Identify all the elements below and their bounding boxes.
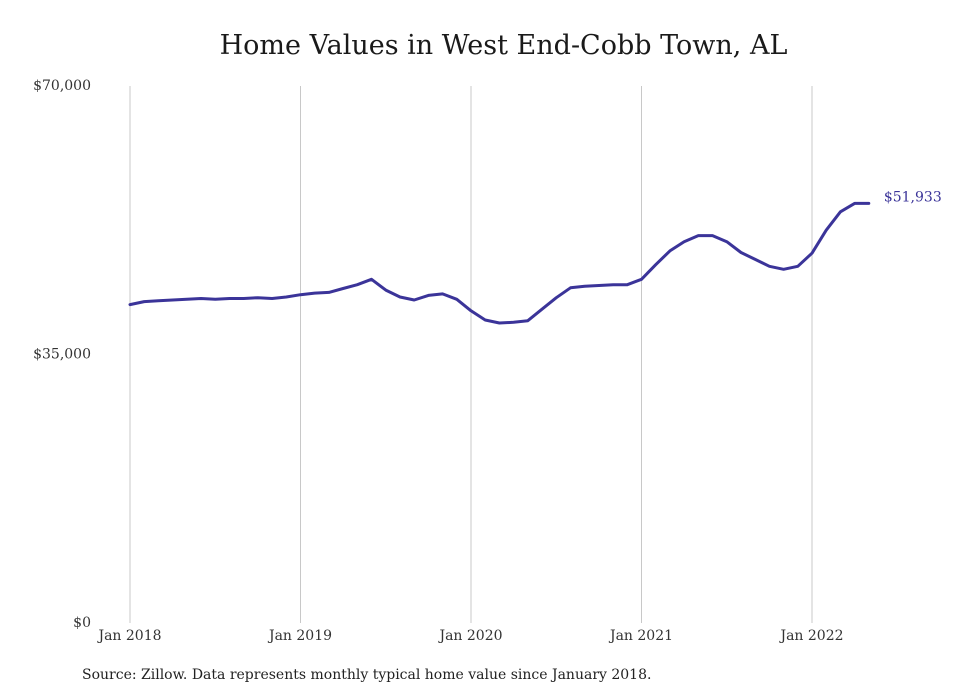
y-tick-label: $35,000 [33,347,91,363]
y-tick-label: $0 [73,615,91,631]
series-line [128,201,871,325]
chart-title: Home Values in West End-Cobb Town, AL [219,30,788,61]
y-axis: $70,000 $35,000 $0 [33,78,91,631]
source-note: Source: Zillow. Data represents monthly … [82,667,652,683]
x-tick-label: Jan 2022 [778,628,843,644]
x-tick-label: Jan 2018 [96,628,161,644]
x-tick-label: Jan 2021 [608,628,673,644]
series: $51,933 [128,189,942,325]
y-tick-label: $70,000 [33,78,91,94]
x-axis: Jan 2018 Jan 2019 Jan 2020 Jan 2021 Jan 2022 [96,628,843,644]
end-value-label: $51,933 [884,189,942,205]
x-tick-label: Jan 2019 [267,628,332,644]
gridlines [129,86,813,623]
x-tick-label: Jan 2020 [437,628,502,644]
